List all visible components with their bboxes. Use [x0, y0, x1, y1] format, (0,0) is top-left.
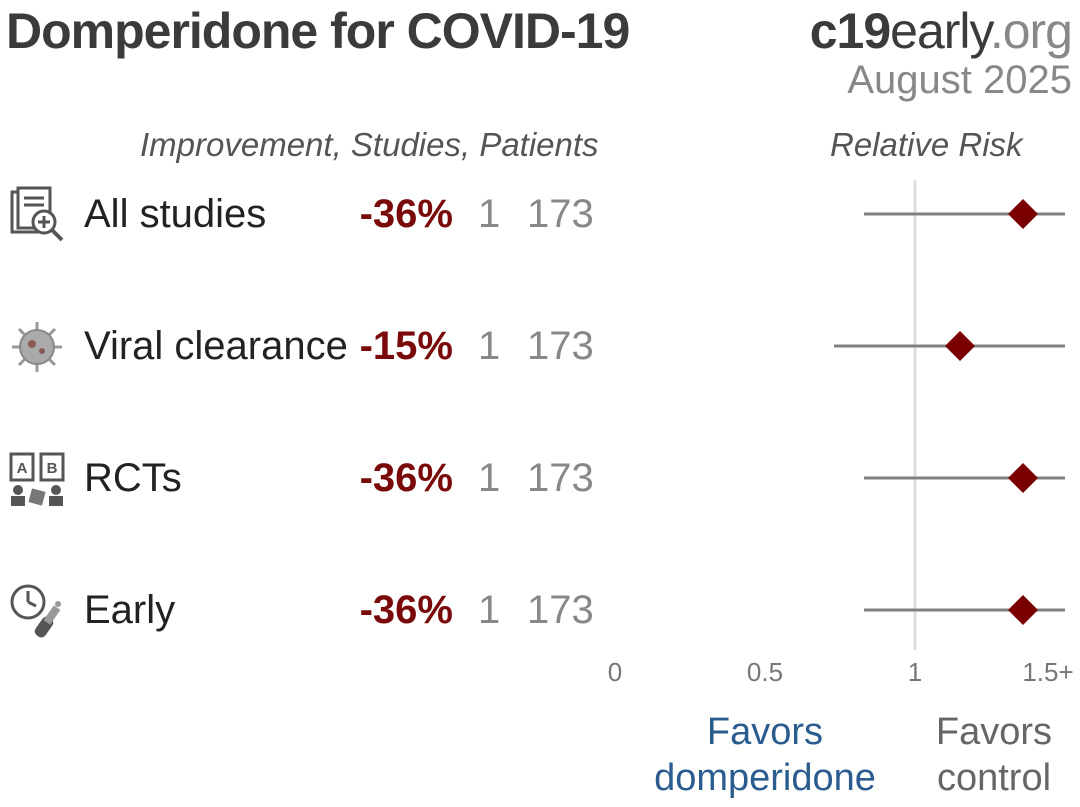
row-improvement: -36% [359, 456, 453, 500]
brand-main: early [890, 3, 991, 59]
date-label: August 2025 [847, 58, 1072, 102]
study-document-icon [10, 186, 64, 242]
rct-ab-icon: A B [9, 452, 65, 506]
estimate-marker [1008, 595, 1038, 625]
favors-right-line2: control [936, 756, 1052, 799]
row-label-all-studies: All studies [84, 192, 267, 236]
estimate-marker [1008, 463, 1038, 493]
clock-treatment-icon [10, 584, 61, 638]
column-header-relative-risk: Relative Risk [830, 126, 1023, 163]
row-label-viral-clearance: Viral clearance [84, 324, 348, 368]
row-studies: 1 [478, 324, 501, 368]
virus-icon [12, 322, 62, 372]
axis-tick-0-5: 0.5 [746, 657, 784, 687]
axis-tick-0: 0 [607, 657, 623, 687]
brand-suffix: .org [989, 3, 1073, 59]
favors-left-line1: Favors [706, 711, 824, 753]
row-studies: 1 [478, 456, 501, 500]
row-label-rcts: RCTs [84, 456, 182, 500]
row-studies: 1 [478, 588, 501, 632]
row-patients: 173 [527, 456, 594, 500]
axis-tick-1-5-plus: 1.5+ [1022, 657, 1074, 687]
estimate-marker [1008, 199, 1038, 229]
estimate-marker [945, 331, 975, 361]
row-patients: 173 [527, 324, 594, 368]
column-header-stats: Improvement, Studies, Patients [140, 126, 599, 163]
row-studies: 1 [478, 192, 501, 236]
row-improvement: -36% [359, 588, 453, 632]
row-patients: 173 [527, 588, 594, 632]
brand-bold: c19 [809, 3, 891, 59]
axis-tick-1: 1 [907, 657, 923, 687]
brand-logo: c19early.org [809, 2, 1073, 60]
page-title: Domperidone for COVID-19 [6, 3, 630, 59]
row-label-early: Early [84, 588, 176, 632]
svg-text:B: B [47, 460, 58, 477]
favors-treatment-label: Favors domperidone [650, 710, 880, 801]
favors-right-line1: Favors [935, 711, 1053, 753]
svg-text:A: A [17, 460, 28, 477]
row-improvement: -36% [359, 192, 453, 236]
favors-left-line2: domperidone [654, 756, 876, 799]
favors-control-label: Favors control [924, 710, 1064, 801]
row-improvement: -15% [359, 324, 453, 368]
row-patients: 173 [527, 192, 594, 236]
